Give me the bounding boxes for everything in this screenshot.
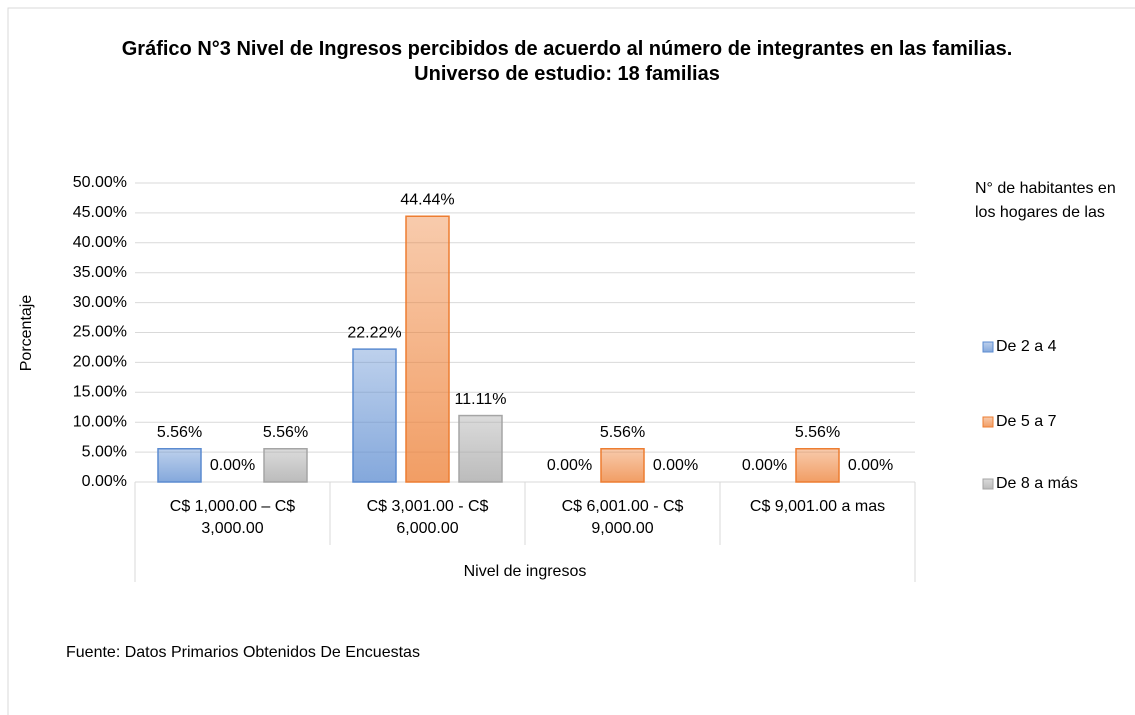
bar	[157, 448, 202, 483]
y-tick-label: 30.00%	[73, 294, 127, 311]
data-label: 5.56%	[157, 424, 202, 441]
chart-border	[7, 7, 1135, 715]
y-tick-label: 50.00%	[73, 174, 127, 191]
data-label: 0.00%	[848, 457, 893, 474]
x-axis-label: Nivel de ingresos	[463, 563, 587, 580]
data-label: 0.00%	[210, 457, 255, 474]
legend-swatch	[982, 416, 994, 428]
legend-label: De 5 a 7	[996, 413, 1057, 430]
y-tick-label: 25.00%	[73, 324, 127, 341]
data-label: 0.00%	[742, 457, 787, 474]
y-tick-label: 10.00%	[73, 413, 127, 430]
data-label: 5.56%	[263, 424, 308, 441]
data-label: 5.56%	[600, 424, 645, 441]
y-tick-label: 35.00%	[73, 264, 127, 281]
data-label: 0.00%	[547, 457, 592, 474]
bar	[458, 414, 503, 483]
bar	[405, 215, 450, 483]
x-tick-label: C$ 1,000.00 – C$ 3,000.00	[169, 498, 296, 537]
bar	[795, 448, 840, 483]
y-tick-label: 0.00%	[82, 473, 127, 490]
legend-label: De 8 a más	[996, 475, 1078, 492]
source-note: Fuente: Datos Primarios Obtenidos De Enc…	[66, 644, 420, 661]
x-tick-label: C$ 6,001.00 - C$ 9,000.00	[561, 498, 684, 537]
legend-swatch	[982, 478, 994, 490]
y-tick-label: 40.00%	[73, 234, 127, 251]
bar	[600, 448, 645, 483]
legend-label: De 2 a 4	[996, 338, 1057, 355]
legend-title: N° de habitantes en los hogares de las	[975, 180, 1116, 221]
y-tick-label: 45.00%	[73, 204, 127, 221]
x-tick-label: C$ 3,001.00 - C$ 6,000.00	[366, 498, 489, 537]
y-tick-label: 5.00%	[82, 443, 127, 460]
x-tick-label: C$ 9,001.00 a mas	[749, 498, 886, 515]
data-label: 44.44%	[400, 191, 454, 208]
data-label: 0.00%	[653, 457, 698, 474]
chart-title: Gráfico N°3 Nivel de Ingresos percibidos…	[121, 38, 1013, 85]
bar	[352, 348, 397, 483]
data-label: 11.11%	[455, 391, 507, 408]
y-tick-label: 15.00%	[73, 384, 127, 401]
legend-swatch	[982, 341, 994, 353]
data-label: 5.56%	[795, 424, 840, 441]
y-tick-label: 20.00%	[73, 354, 127, 371]
bar	[263, 448, 308, 483]
y-axis-label: Porcentaje	[18, 295, 35, 372]
data-label: 22.22%	[347, 324, 401, 341]
